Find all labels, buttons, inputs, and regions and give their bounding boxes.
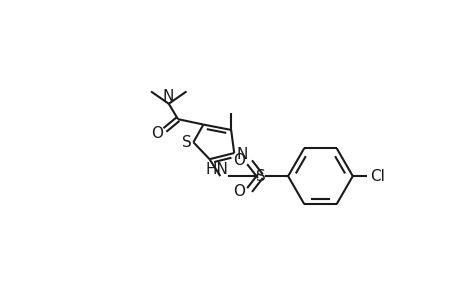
Text: O: O bbox=[232, 184, 244, 199]
Text: Cl: Cl bbox=[369, 169, 384, 184]
Text: O: O bbox=[232, 153, 244, 168]
Text: O: O bbox=[151, 125, 163, 140]
Text: S: S bbox=[255, 169, 265, 184]
Text: HN: HN bbox=[205, 163, 228, 178]
Text: S: S bbox=[181, 135, 191, 150]
Text: N: N bbox=[162, 88, 174, 104]
Text: N: N bbox=[236, 147, 247, 162]
